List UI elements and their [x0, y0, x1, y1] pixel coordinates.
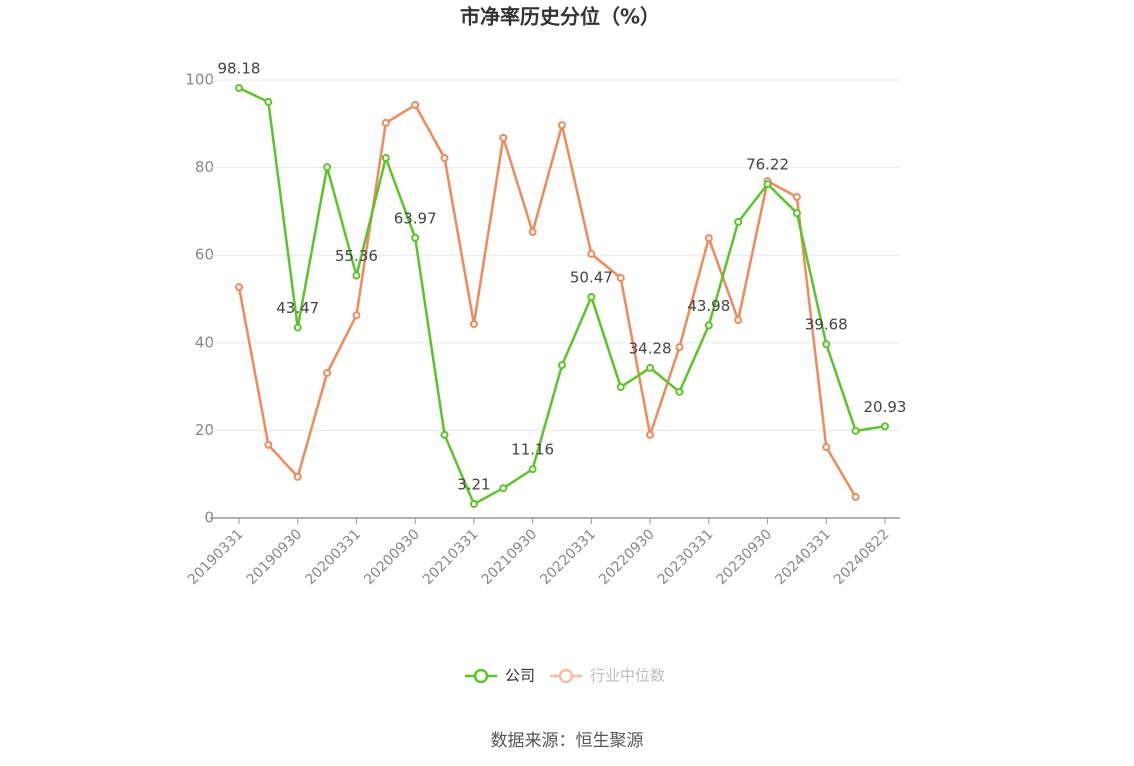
series-line — [238, 86, 886, 506]
data-label: 63.97 — [394, 209, 437, 227]
data-point — [323, 369, 332, 378]
data-point — [792, 209, 801, 218]
data-label: 3.21 — [457, 475, 490, 493]
data-point — [822, 443, 831, 452]
data-point — [646, 363, 655, 372]
x-tick-label: 20220930 — [596, 526, 658, 588]
x-tick-label: 20230930 — [713, 526, 775, 588]
data-point — [381, 118, 390, 127]
legend-item[interactable]: 行业中位数 — [550, 667, 665, 685]
data-point — [440, 153, 449, 162]
chart-title: 市净率历史分位（%） — [460, 5, 660, 29]
data-point — [675, 343, 684, 352]
data-point — [293, 323, 302, 332]
data-point — [822, 340, 831, 349]
y-tick-label: 0 — [204, 509, 214, 527]
data-point — [469, 499, 478, 508]
x-tick-label: 20240822 — [831, 526, 893, 588]
x-tick-label: 20200331 — [302, 526, 364, 588]
data-point — [264, 440, 273, 449]
data-point — [704, 321, 713, 330]
data-point — [851, 492, 860, 501]
data-label: 50.47 — [570, 268, 613, 286]
legend-marker — [558, 668, 574, 684]
data-point — [411, 100, 420, 109]
x-tick-label: 20220331 — [537, 526, 599, 588]
data-label: 39.68 — [805, 316, 848, 334]
data-point — [235, 83, 243, 92]
data-point — [323, 163, 332, 172]
data-point — [411, 233, 420, 242]
data-point — [851, 426, 860, 435]
data-point — [734, 217, 743, 226]
y-tick-label: 100 — [185, 71, 214, 89]
data-point — [499, 133, 508, 142]
y-tick-label: 40 — [195, 333, 214, 351]
data-point — [293, 472, 302, 481]
data-point — [734, 316, 743, 325]
data-label: 98.18 — [218, 59, 261, 77]
legend-item[interactable]: 公司 — [465, 667, 535, 685]
data-point — [558, 121, 566, 130]
data-point — [792, 192, 801, 201]
data-label: 43.47 — [276, 299, 319, 317]
legend-label: 行业中位数 — [590, 667, 665, 685]
data-point — [352, 311, 361, 320]
data-point — [264, 97, 273, 106]
data-label: 76.22 — [746, 156, 789, 174]
data-point — [587, 292, 596, 301]
data-point — [616, 383, 625, 392]
data-point — [352, 271, 361, 280]
data-point — [616, 273, 625, 282]
data-label: 55.36 — [335, 247, 378, 265]
y-tick-label: 60 — [195, 246, 214, 264]
source-note: 数据来源：恒生聚源 — [491, 731, 644, 751]
x-tick-label: 20210331 — [420, 526, 482, 588]
legend-marker — [473, 668, 489, 684]
data-point — [558, 361, 566, 370]
data-point — [235, 283, 243, 292]
data-label: 11.16 — [511, 441, 554, 459]
data-label: 43.98 — [687, 297, 730, 315]
data-point — [469, 319, 478, 328]
data-point — [646, 430, 655, 439]
data-point — [440, 430, 449, 439]
x-tick-label: 20210930 — [479, 526, 541, 588]
x-tick-label: 20190930 — [244, 526, 306, 588]
data-label: 34.28 — [629, 339, 672, 357]
data-point — [675, 387, 684, 396]
data-point — [704, 234, 713, 243]
x-tick-label: 20240331 — [772, 526, 834, 588]
x-tick-label: 20200930 — [361, 526, 423, 588]
data-point — [381, 153, 390, 162]
data-point — [763, 180, 772, 189]
data-point — [499, 484, 508, 493]
x-tick-label: 20190331 — [185, 526, 247, 588]
y-tick-label: 80 — [195, 158, 214, 176]
data-point — [528, 465, 537, 474]
data-point — [587, 249, 596, 258]
series-line — [237, 103, 857, 498]
y-tick-label: 20 — [195, 421, 214, 439]
data-point — [528, 227, 537, 236]
legend-label: 公司 — [505, 667, 535, 685]
data-label: 20.93 — [864, 398, 907, 416]
data-point — [881, 422, 889, 431]
x-tick-label: 20230331 — [655, 526, 717, 588]
